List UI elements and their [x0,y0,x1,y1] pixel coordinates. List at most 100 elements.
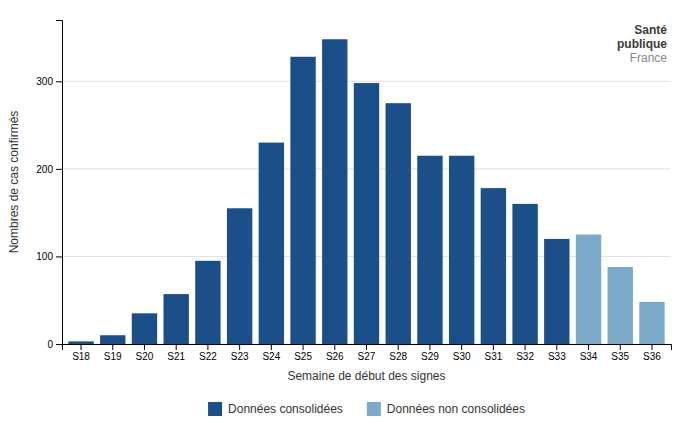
x-tick: S35 [611,344,629,362]
x-tick-mark [556,344,557,350]
bar [227,208,252,344]
bar [290,57,315,344]
x-tick-label: S20 [136,351,154,362]
x-tick: S28 [389,344,407,362]
x-tick-mark [334,344,335,350]
y-tick-label: 100 [36,251,53,262]
x-tick-label: S33 [548,351,566,362]
x-tick-mark [112,344,113,350]
y-tick: 100 [36,251,62,262]
bar [132,313,157,344]
x-tick-label: S21 [167,351,185,362]
x-tick-mark [81,344,82,350]
x-tick-mark [620,344,621,350]
x-tick: S34 [580,344,598,362]
x-tick: S25 [294,344,312,362]
x-tick-label: S18 [72,351,90,362]
x-tick: S36 [643,344,661,362]
y-tick-label: 0 [47,339,53,350]
x-tick-label: S19 [104,351,122,362]
x-tick: S20 [136,344,154,362]
x-tick-label: S24 [262,351,280,362]
x-tick: S24 [262,344,280,362]
bar [100,335,125,344]
legend-item: Données consolidées [208,402,343,416]
bar [512,204,537,344]
bar [259,143,284,344]
y-axis-line [56,21,63,345]
x-tick: S27 [358,344,376,362]
annotation: France [630,51,668,65]
annotation: Santé [634,23,667,37]
x-tick-label: S31 [484,351,502,362]
x-tick-mark [398,344,399,350]
y-tick: 0 [47,339,62,350]
plot: S18 S19 S20 S21 S22 S23 S24 S25 S26 S27 S28 S29 S30 S… [7,21,672,384]
x-tick: S18 [72,344,90,362]
x-tick-mark [271,344,272,350]
x-axis-line [63,345,672,351]
bar [481,188,506,344]
y-axis-title: Nombres de cas confirmés [7,111,21,254]
bar [608,267,633,344]
x-tick: S21 [167,344,185,362]
x-tick-label: S23 [231,351,249,362]
bar [322,39,347,344]
x-tick-label: S34 [580,351,598,362]
y-axis: 0 100 200 300 [36,21,62,350]
x-tick-label: S29 [421,351,439,362]
x-tick: S23 [231,344,249,362]
x-axis-title: Semaine de début des signes [287,369,445,383]
x-tick-mark [239,344,240,350]
x-tick-mark [588,344,589,350]
bar [195,261,220,344]
x-tick: S31 [484,344,502,362]
x-tick-label: S22 [199,351,217,362]
x-tick-mark [176,344,177,350]
bar [68,341,93,344]
bar [576,235,601,344]
x-tick-mark [493,344,494,350]
bar [354,83,379,344]
x-tick-mark [461,344,462,350]
grid-line [62,81,671,82]
x-tick-mark [429,344,430,350]
x-tick-label: S32 [516,351,534,362]
legend-label: Données consolidées [228,402,343,416]
x-tick-mark [525,344,526,350]
x-tick-mark [651,344,652,350]
x-tick: S33 [548,344,566,362]
x-tick-mark [303,344,304,350]
grid [62,81,671,344]
x-tick-label: S35 [611,351,629,362]
y-tick: 300 [36,76,62,87]
bar [164,294,189,344]
bar [417,156,442,344]
x-tick-label: S26 [326,351,344,362]
y-tick-mark [56,344,62,345]
legend-label: Données non consolidées [387,402,525,416]
x-tick: S22 [199,344,217,362]
x-axis: S18 S19 S20 S21 S22 S23 S24 S25 S26 S27 S28 S29 S30 S… [63,344,672,362]
bar [449,156,474,344]
legend-swatch [208,402,222,416]
legend-item: Données non consolidées [367,402,525,416]
y-tick-mark [56,256,62,257]
x-tick-label: S28 [389,351,407,362]
x-tick: S32 [516,344,534,362]
x-tick: S19 [104,344,122,362]
y-tick-mark [56,81,62,82]
bar [386,103,411,344]
bar [544,239,569,344]
x-tick: S26 [326,344,344,362]
y-tick-label: 300 [36,76,53,87]
x-tick-label: S27 [358,351,376,362]
legend: Données consolidées Données non consolidé… [208,402,525,416]
chart: S18 S19 S20 S21 S22 S23 S24 S25 S26 S27 S28 S29 S30 S… [0,0,691,426]
x-tick-label: S30 [453,351,471,362]
bar-series [576,235,665,344]
y-tick-label: 200 [36,164,53,175]
bar-series [68,39,569,344]
x-tick-mark [144,344,145,350]
x-tick: S30 [453,344,471,362]
